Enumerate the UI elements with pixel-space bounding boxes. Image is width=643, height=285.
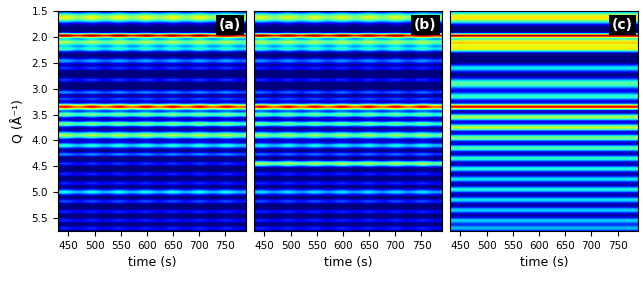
Text: (c): (c) bbox=[612, 18, 633, 32]
X-axis label: time (s): time (s) bbox=[520, 256, 568, 269]
Y-axis label: Q (Å⁻¹): Q (Å⁻¹) bbox=[12, 99, 26, 143]
Text: (a): (a) bbox=[219, 18, 240, 32]
X-axis label: time (s): time (s) bbox=[324, 256, 372, 269]
X-axis label: time (s): time (s) bbox=[128, 256, 176, 269]
Text: (b): (b) bbox=[414, 18, 437, 32]
